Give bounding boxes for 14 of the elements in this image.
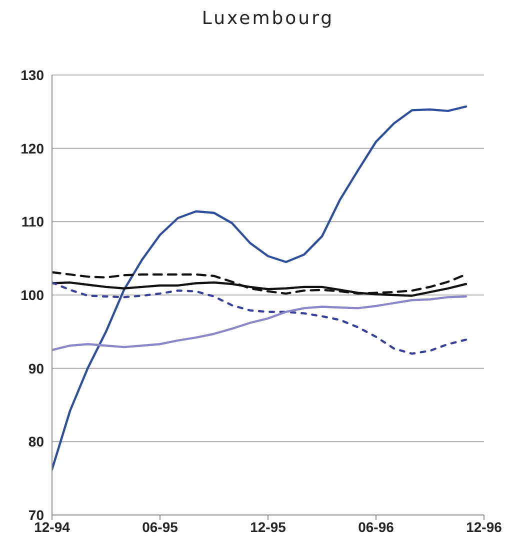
- y-tick-label: 80: [28, 434, 44, 450]
- y-tick-label: 110: [21, 214, 44, 230]
- line-series: [52, 281, 468, 355]
- y-tick-label: 100: [20, 286, 44, 303]
- x-tick-label: 06-96: [358, 518, 394, 535]
- chart-title: Luxembourg: [200, 8, 336, 29]
- y-tick-label: 90: [28, 360, 44, 376]
- y-tick-label: 130: [20, 66, 44, 83]
- y-tick-label: 120: [20, 140, 44, 156]
- x-tick-label: 12-96: [466, 518, 502, 535]
- line-series: [52, 295, 468, 352]
- x-tick-label: 06-95: [142, 518, 178, 535]
- x-tick-label: 12-95: [250, 518, 286, 535]
- line-series: [52, 105, 468, 471]
